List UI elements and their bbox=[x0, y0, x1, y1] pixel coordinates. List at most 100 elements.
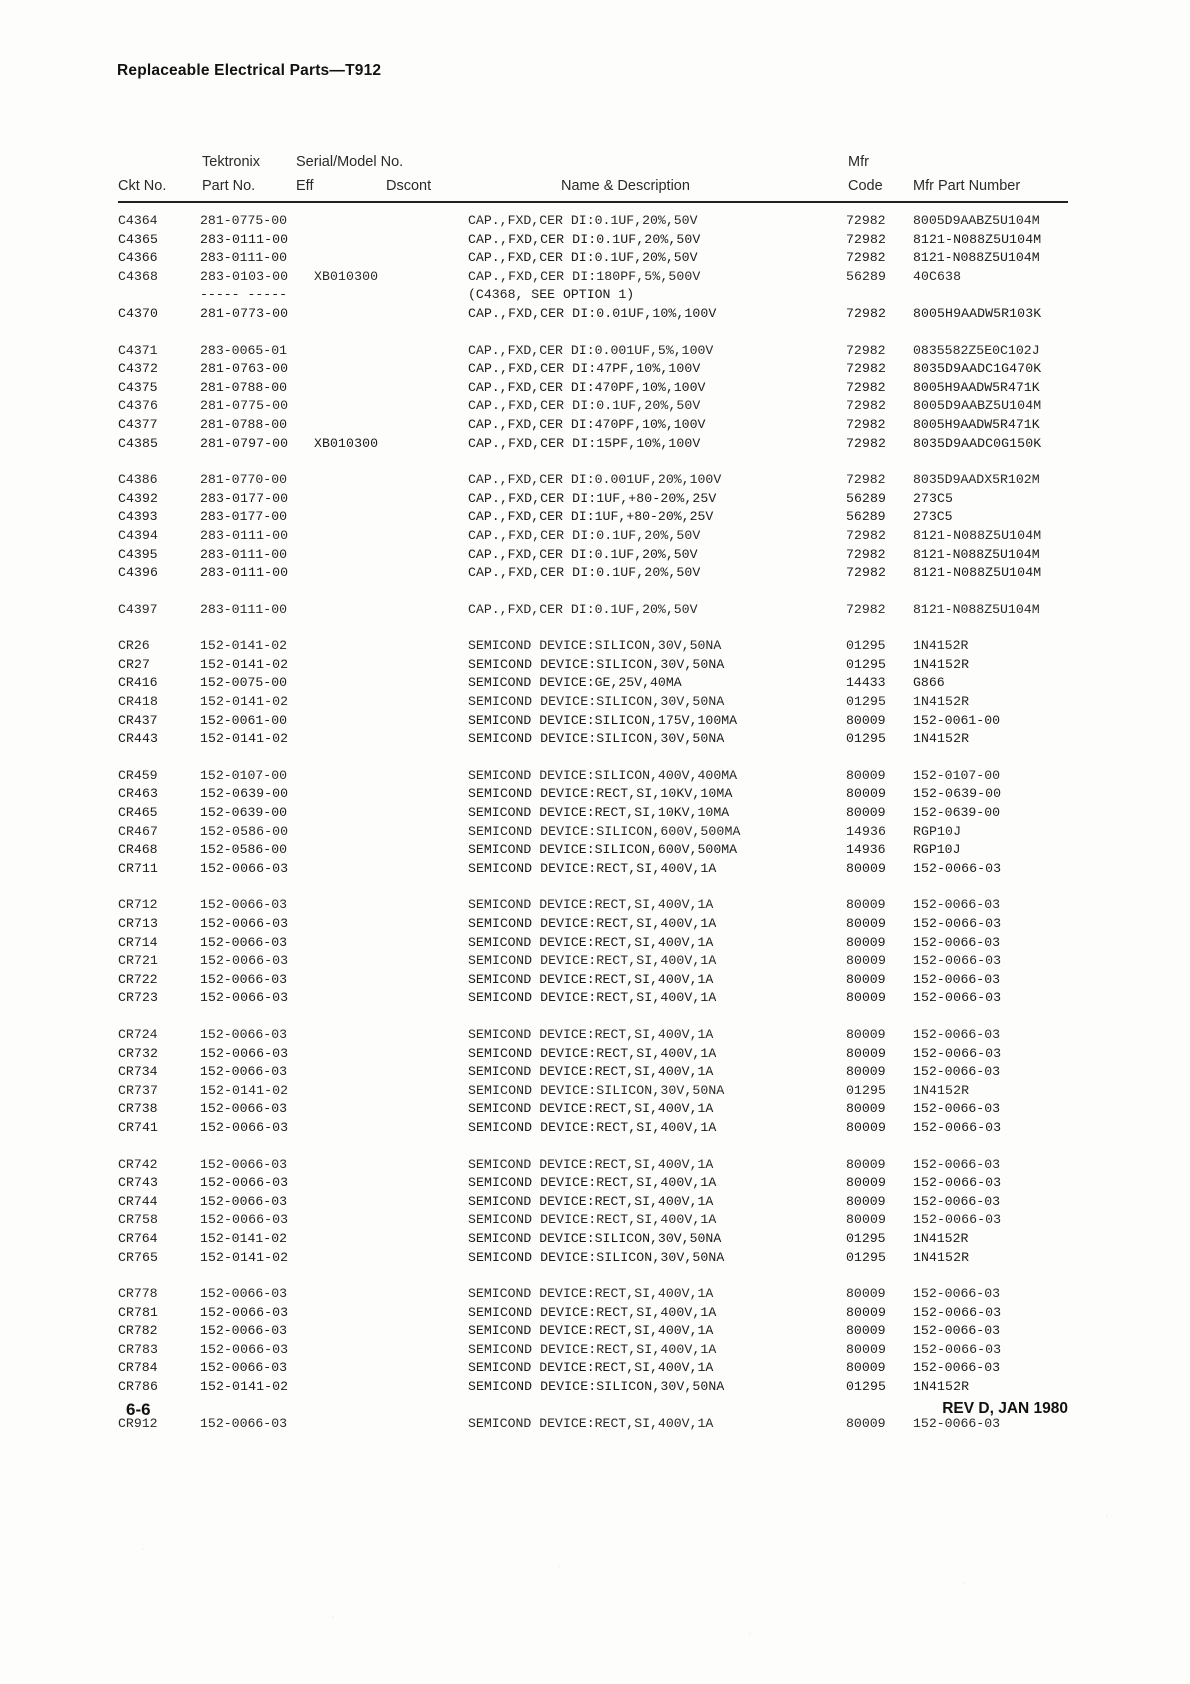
page-title: Replaceable Electrical Parts—T912 bbox=[117, 62, 382, 79]
cell-code: 80009 bbox=[846, 1323, 886, 1339]
cell-desc: SEMICOND DEVICE:RECT,SI,400V,1A bbox=[468, 916, 717, 931]
cell-ckt: C4385 bbox=[118, 435, 159, 451]
cell-part: 283-0111-00 bbox=[200, 231, 289, 247]
table-row: CR714 152-0066-03 SEMICOND DEVICE:RECT,SI,… bbox=[118, 934, 1078, 953]
cell-desc: SEMICOND DEVICE:SILICON,30V,50NA bbox=[468, 1249, 725, 1265]
cell-code: 80009 bbox=[846, 1026, 886, 1042]
table-row: CR711 152-0066-03 SEMICOND DEVICE:RECT,SI,… bbox=[118, 860, 1078, 879]
cell-ckt: CR741 bbox=[118, 1119, 159, 1135]
cell-ckt: C4393 bbox=[118, 509, 158, 525]
cell-part: 152-0066-03 bbox=[200, 1175, 289, 1191]
cell-ckt: C4394 bbox=[118, 527, 159, 543]
cell-ckt: CR437 bbox=[118, 712, 158, 728]
cell-part: 152-0075-00 bbox=[200, 675, 288, 691]
table-row: ----- ----- (C4368, SEE OPTION 1) bbox=[118, 286, 1078, 305]
cell-part: 283-0111-00 bbox=[200, 601, 288, 617]
cell-code: 01295 bbox=[846, 1082, 887, 1098]
table-row: C4394 283-0111-00 CAP.,FXD,CER DI:0.1UF,20… bbox=[118, 527, 1078, 546]
cell-part: 283-0111-00 bbox=[200, 565, 289, 581]
cell-ckt: CR714 bbox=[118, 934, 158, 950]
cell-code: 80009 bbox=[846, 1360, 886, 1376]
cell-code: 80009 bbox=[846, 1341, 887, 1357]
cell-mfr: 273C5 bbox=[913, 509, 953, 525]
cell-code: 80009 bbox=[846, 767, 886, 783]
cell-desc: SEMICOND DEVICE:SILICON,30V,50NA bbox=[468, 1082, 725, 1098]
cell-mfr: 152-0107-00 bbox=[913, 767, 1001, 783]
table-row: C4372 281-0763-00 CAP.,FXD,CER DI:47PF,10%… bbox=[118, 360, 1078, 379]
cell-part: 152-0066-03 bbox=[200, 1286, 288, 1302]
parts-group: CR724 152-0066-03 SEMICOND DEVICE:RECT,SI,… bbox=[118, 1026, 1078, 1138]
cell-code: 80009 bbox=[846, 934, 886, 950]
cell-ckt: C4372 bbox=[118, 361, 159, 377]
cell-desc: SEMICOND DEVICE:RECT,SI,400V,1A bbox=[468, 953, 717, 969]
cell-ckt: CR465 bbox=[118, 805, 158, 821]
cell-code: 72982 bbox=[846, 472, 886, 488]
parts-group: CR26 152-0141-02 SEMICOND DEVICE:SILICON,3… bbox=[118, 637, 1078, 749]
table-row: CR723 152-0066-03 SEMICOND DEVICE:RECT,SI,… bbox=[118, 989, 1078, 1008]
cell-part: 152-0066-03 bbox=[200, 860, 289, 876]
cell-part: 152-0066-03 bbox=[200, 953, 289, 969]
table-row: CR758 152-0066-03 SEMICOND DEVICE:RECT,SI,… bbox=[118, 1211, 1078, 1230]
cell-desc: SEMICOND DEVICE:SILICON,30V,50NA bbox=[468, 694, 725, 710]
cell-code: 14936 bbox=[846, 842, 886, 858]
cell-code: 01295 bbox=[846, 731, 887, 747]
cell-desc: SEMICOND DEVICE:RECT,SI,400V,1A bbox=[468, 1304, 717, 1320]
cell-desc: SEMICOND DEVICE:SILICON,30V,50NA bbox=[468, 638, 722, 654]
cell-mfr: 8121-N088Z5U104M bbox=[913, 231, 1042, 247]
cell-mfr: 1N4152R bbox=[913, 1379, 970, 1395]
table-row: CR764 152-0141-02 SEMICOND DEVICE:SILICON,… bbox=[118, 1230, 1078, 1249]
cell-mfr: 1N4152R bbox=[913, 731, 970, 747]
table-row: CR724 152-0066-03 SEMICOND DEVICE:RECT,SI,… bbox=[118, 1026, 1078, 1045]
cell-mfr: 152-0066-03 bbox=[913, 953, 1002, 969]
cell-desc: SEMICOND DEVICE:SILICON,400V,400MA bbox=[468, 767, 738, 783]
cell-code: 80009 bbox=[846, 1212, 887, 1228]
cell-mfr: RGP10J bbox=[913, 823, 962, 839]
cell-desc: SEMICOND DEVICE:RECT,SI,400V,1A bbox=[468, 1360, 714, 1376]
cell-mfr: 8121-N088Z5U104M bbox=[913, 250, 1040, 266]
cell-mfr: 1N4152R bbox=[913, 1082, 970, 1098]
cell-code: 80009 bbox=[846, 1304, 887, 1320]
cell-part: 152-0066-03 bbox=[200, 1156, 288, 1172]
cell-mfr: 152-0066-03 bbox=[913, 1101, 1001, 1117]
cell-ckt: CR765 bbox=[118, 1249, 159, 1265]
cell-ckt: CR912 bbox=[118, 1415, 158, 1431]
cell-desc: CAP.,FXD,CER DI:0.1UF,20%,50V bbox=[468, 250, 698, 266]
cell-part: 152-0066-03 bbox=[200, 1119, 289, 1135]
cell-code: 80009 bbox=[846, 916, 887, 931]
cell-desc: CAP.,FXD,CER DI:15PF,10%,100V bbox=[468, 435, 701, 451]
column-header-eff: Eff bbox=[296, 178, 314, 194]
cell-part: 283-0111-00 bbox=[200, 250, 288, 266]
cell-code: 72982 bbox=[846, 398, 887, 414]
cell-part: 152-0107-00 bbox=[200, 767, 288, 783]
cell-desc: CAP.,FXD,CER DI:0.1UF,20%,50V bbox=[468, 398, 701, 414]
cell-code: 80009 bbox=[846, 1101, 886, 1117]
cell-ckt: C4376 bbox=[118, 398, 159, 414]
table-row: CR459 152-0107-00 SEMICOND DEVICE:SILICON,… bbox=[118, 767, 1078, 786]
column-header-code: Code bbox=[848, 178, 883, 194]
cell-code: 72982 bbox=[846, 565, 887, 581]
column-header-dscont: Dscont bbox=[386, 178, 432, 194]
cell-part: 152-0639-00 bbox=[200, 805, 288, 821]
cell-part: 283-0103-00 bbox=[200, 268, 289, 284]
table-row: C4364 281-0775-00 CAP.,FXD,CER DI:0.1UF,20… bbox=[118, 212, 1078, 231]
cell-part: 283-0111-00 bbox=[200, 527, 289, 543]
cell-part: 152-0066-03 bbox=[200, 1212, 289, 1228]
cell-mfr: 1N4152R bbox=[913, 1249, 970, 1265]
cell-code: 72982 bbox=[846, 231, 887, 247]
cell-code: 80009 bbox=[846, 1064, 886, 1080]
cell-desc: SEMICOND DEVICE:RECT,SI,400V,1A bbox=[468, 1026, 714, 1042]
table-row: CR912 152-0066-03 SEMICOND DEVICE:RECT,SI,… bbox=[118, 1415, 1078, 1434]
cell-ckt: CR782 bbox=[118, 1323, 158, 1339]
cell-part: ----- ----- bbox=[200, 287, 288, 303]
cell-mfr: 152-0066-03 bbox=[913, 1415, 1001, 1431]
cell-desc: SEMICOND DEVICE:SILICON,30V,50NA bbox=[468, 1230, 722, 1246]
parts-group: C4371 283-0065-01 CAP.,FXD,CER DI:0.001UF,… bbox=[118, 342, 1078, 454]
table-row: CR737 152-0141-02 SEMICOND DEVICE:SILICON,… bbox=[118, 1082, 1078, 1101]
cell-code: 72982 bbox=[846, 546, 886, 562]
cell-code: 72982 bbox=[846, 213, 886, 228]
cell-code: 80009 bbox=[846, 1175, 887, 1191]
column-header-name-description: Name & Description bbox=[561, 178, 690, 194]
cell-part: 281-0775-00 bbox=[200, 213, 288, 228]
table-row: C4371 283-0065-01 CAP.,FXD,CER DI:0.001UF,… bbox=[118, 342, 1078, 361]
cell-desc: SEMICOND DEVICE:RECT,SI,400V,1A bbox=[468, 1323, 714, 1339]
